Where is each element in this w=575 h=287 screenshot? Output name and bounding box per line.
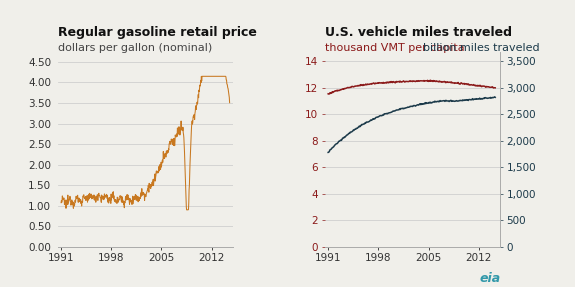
Text: billion miles traveled: billion miles traveled (423, 43, 539, 53)
Text: eia: eia (479, 272, 500, 285)
Text: thousand VMT per capita: thousand VMT per capita (324, 43, 464, 53)
Text: Regular gasoline retail price: Regular gasoline retail price (58, 26, 256, 39)
Text: dollars per gallon (nominal): dollars per gallon (nominal) (58, 43, 212, 53)
Text: U.S. vehicle miles traveled: U.S. vehicle miles traveled (324, 26, 512, 39)
